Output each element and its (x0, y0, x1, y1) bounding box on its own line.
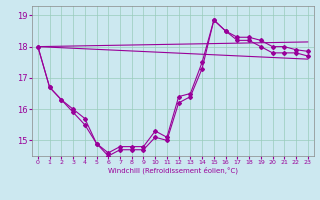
X-axis label: Windchill (Refroidissement éolien,°C): Windchill (Refroidissement éolien,°C) (108, 167, 238, 174)
